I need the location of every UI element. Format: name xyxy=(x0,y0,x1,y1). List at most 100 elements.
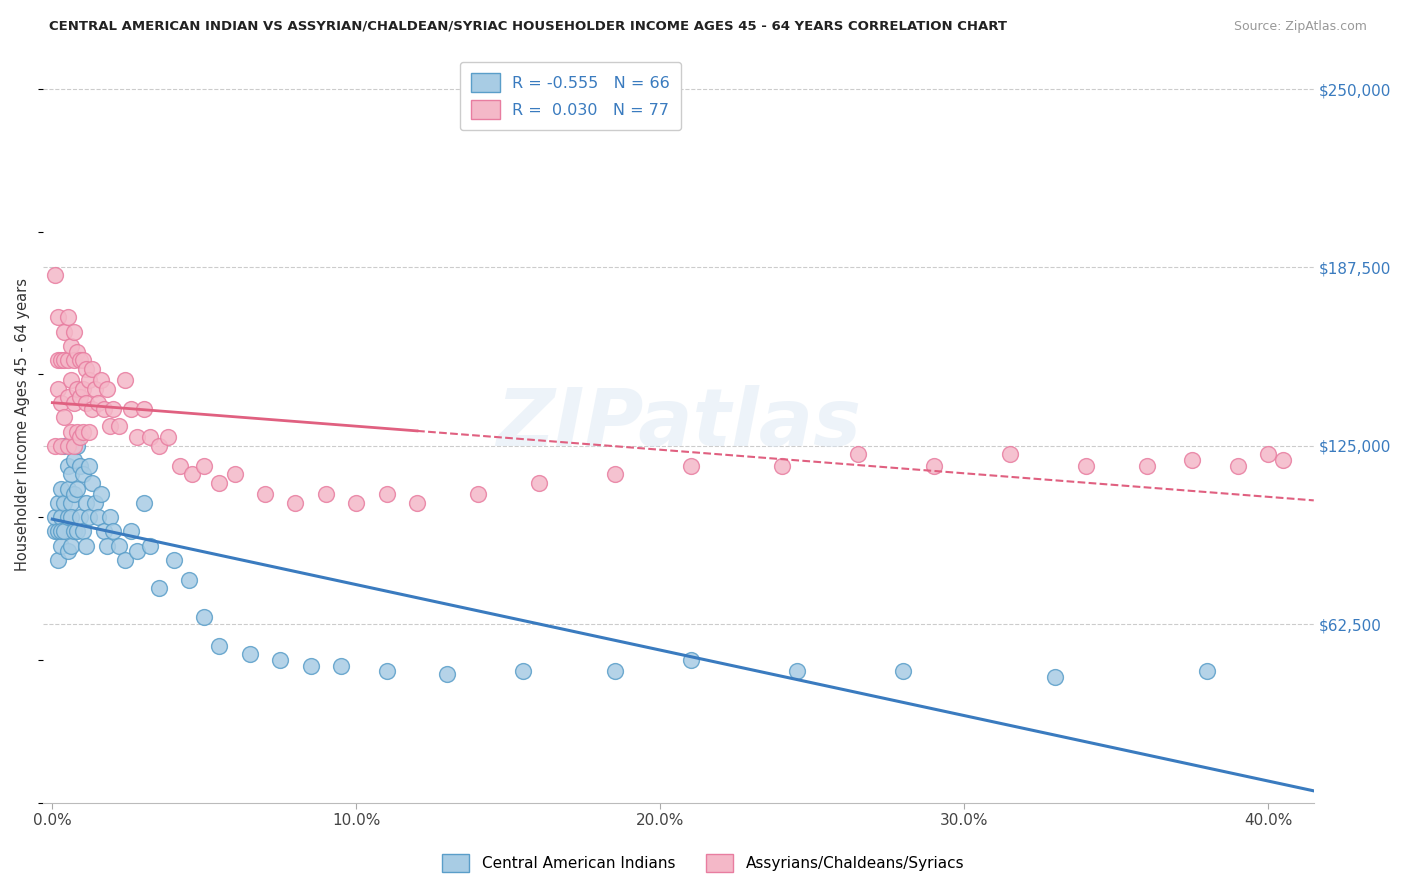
Point xyxy=(96,382,118,396)
Point xyxy=(90,373,112,387)
Point xyxy=(77,373,100,387)
Point xyxy=(406,496,429,510)
Point xyxy=(44,439,66,453)
Point xyxy=(132,401,155,416)
Point xyxy=(375,665,398,679)
Point xyxy=(53,496,76,510)
Point xyxy=(87,396,110,410)
Point xyxy=(193,610,215,624)
Point xyxy=(66,524,89,539)
Point xyxy=(75,396,97,410)
Point xyxy=(998,447,1021,461)
Point xyxy=(62,524,84,539)
Point xyxy=(53,325,76,339)
Point xyxy=(120,401,142,416)
Point xyxy=(69,353,91,368)
Point xyxy=(77,425,100,439)
Point xyxy=(72,425,94,439)
Legend: Central American Indians, Assyrians/Chaldeans/Syriacs: Central American Indians, Assyrians/Chal… xyxy=(434,846,972,880)
Point xyxy=(181,467,204,482)
Point xyxy=(80,361,103,376)
Point xyxy=(51,396,73,410)
Point xyxy=(75,496,97,510)
Point xyxy=(846,447,869,461)
Point xyxy=(603,467,626,482)
Point xyxy=(44,510,66,524)
Point xyxy=(66,382,89,396)
Point xyxy=(893,665,915,679)
Point xyxy=(80,475,103,490)
Text: ZIPatlas: ZIPatlas xyxy=(496,385,860,463)
Point xyxy=(148,439,170,453)
Point xyxy=(48,310,70,325)
Point xyxy=(108,539,131,553)
Point xyxy=(156,430,179,444)
Point xyxy=(51,524,73,539)
Point xyxy=(53,353,76,368)
Point xyxy=(59,425,82,439)
Point xyxy=(177,573,200,587)
Point xyxy=(75,361,97,376)
Point xyxy=(72,382,94,396)
Point xyxy=(1181,453,1204,467)
Point xyxy=(48,353,70,368)
Point xyxy=(59,510,82,524)
Point xyxy=(603,665,626,679)
Point xyxy=(299,658,322,673)
Point xyxy=(51,539,73,553)
Point xyxy=(1135,458,1157,473)
Point xyxy=(98,418,121,433)
Point xyxy=(114,553,136,567)
Point xyxy=(148,582,170,596)
Point xyxy=(59,496,82,510)
Point xyxy=(127,430,149,444)
Point xyxy=(679,458,702,473)
Point xyxy=(114,373,136,387)
Point xyxy=(786,665,808,679)
Point xyxy=(208,475,231,490)
Point xyxy=(62,453,84,467)
Point xyxy=(51,439,73,453)
Point xyxy=(98,510,121,524)
Point xyxy=(56,390,79,404)
Point xyxy=(72,524,94,539)
Point xyxy=(679,653,702,667)
Point xyxy=(66,482,89,496)
Point xyxy=(239,647,262,661)
Point xyxy=(48,524,70,539)
Point xyxy=(132,496,155,510)
Point xyxy=(56,439,79,453)
Point xyxy=(72,467,94,482)
Point xyxy=(59,467,82,482)
Point xyxy=(284,496,307,510)
Point xyxy=(512,665,534,679)
Text: CENTRAL AMERICAN INDIAN VS ASSYRIAN/CHALDEAN/SYRIAC HOUSEHOLDER INCOME AGES 45 -: CENTRAL AMERICAN INDIAN VS ASSYRIAN/CHAL… xyxy=(49,20,1007,33)
Point xyxy=(56,482,79,496)
Point xyxy=(62,353,84,368)
Point xyxy=(44,268,66,282)
Point xyxy=(69,390,91,404)
Point xyxy=(96,539,118,553)
Point xyxy=(66,425,89,439)
Point xyxy=(344,496,367,510)
Point xyxy=(66,439,89,453)
Point xyxy=(66,344,89,359)
Point xyxy=(77,458,100,473)
Point xyxy=(254,487,277,501)
Point xyxy=(51,482,73,496)
Point xyxy=(1197,665,1219,679)
Point xyxy=(80,401,103,416)
Point xyxy=(330,658,353,673)
Point xyxy=(53,439,76,453)
Point xyxy=(72,353,94,368)
Point xyxy=(467,487,489,501)
Point xyxy=(51,353,73,368)
Point xyxy=(48,553,70,567)
Point xyxy=(269,653,291,667)
Point xyxy=(315,487,337,501)
Point xyxy=(1257,447,1279,461)
Point xyxy=(83,382,105,396)
Point xyxy=(922,458,945,473)
Point xyxy=(169,458,191,473)
Point xyxy=(69,510,91,524)
